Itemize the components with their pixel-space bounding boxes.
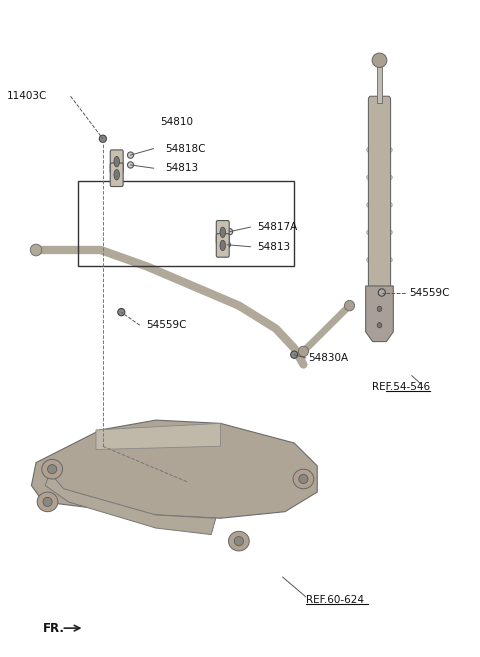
Ellipse shape [42,459,62,479]
Polygon shape [31,420,317,518]
Ellipse shape [220,227,226,238]
Polygon shape [366,286,393,342]
Ellipse shape [114,170,120,180]
Ellipse shape [291,351,298,358]
Text: 54559C: 54559C [409,288,450,298]
Ellipse shape [372,53,387,68]
FancyBboxPatch shape [110,163,123,187]
Text: REF.54-546: REF.54-546 [372,382,430,392]
Ellipse shape [299,346,309,357]
Ellipse shape [114,156,120,167]
Ellipse shape [37,492,58,512]
Ellipse shape [377,306,382,311]
Ellipse shape [99,135,107,143]
Text: 54817A: 54817A [257,222,298,232]
Ellipse shape [345,300,355,311]
Text: 54810: 54810 [160,118,193,127]
Polygon shape [96,423,220,449]
Ellipse shape [228,532,249,551]
Bar [77,181,294,266]
Text: FR.: FR. [43,622,65,635]
Ellipse shape [299,474,308,484]
Ellipse shape [234,537,243,546]
Text: 54813: 54813 [257,242,290,252]
Ellipse shape [30,244,42,256]
Ellipse shape [224,242,230,248]
Ellipse shape [293,469,314,489]
Ellipse shape [227,229,233,235]
Polygon shape [45,472,216,535]
FancyBboxPatch shape [216,234,229,257]
Ellipse shape [378,289,385,296]
Ellipse shape [128,152,133,158]
Ellipse shape [220,240,226,251]
Text: REF.60-624: REF.60-624 [306,595,364,605]
Text: 54818C: 54818C [165,144,205,154]
Text: 54559C: 54559C [147,320,187,330]
Text: 54813: 54813 [165,163,198,173]
Text: 11403C: 11403C [7,91,48,101]
Ellipse shape [118,309,125,316]
Ellipse shape [377,323,382,328]
FancyBboxPatch shape [110,150,123,173]
FancyBboxPatch shape [216,221,229,244]
Ellipse shape [48,464,57,474]
Bar [377,60,382,102]
Ellipse shape [43,497,52,507]
Ellipse shape [128,162,133,168]
Text: 54830A: 54830A [308,353,348,363]
FancyBboxPatch shape [369,97,391,289]
